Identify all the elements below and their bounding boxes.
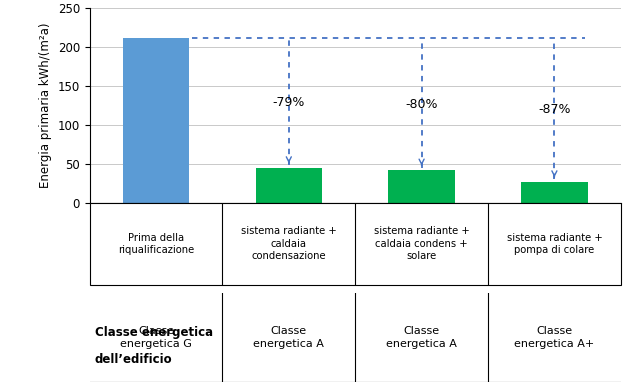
Text: -79%: -79% — [273, 96, 305, 110]
Text: sistema radiante +
pompa di colare: sistema radiante + pompa di colare — [506, 232, 602, 255]
Text: -80%: -80% — [405, 98, 438, 111]
Bar — [521, 182, 588, 203]
Bar — [388, 170, 455, 203]
Text: Classe
energetica A: Classe energetica A — [386, 326, 457, 349]
Text: Classe energetica: Classe energetica — [95, 326, 213, 339]
Text: sistema radiante +
caldaia condens +
solare: sistema radiante + caldaia condens + sol… — [374, 226, 470, 261]
Text: Classe
energetica A+: Classe energetica A+ — [515, 326, 595, 349]
Bar — [255, 168, 322, 203]
Text: sistema radiante +
caldaia
condensazione: sistema radiante + caldaia condensazione — [241, 226, 337, 261]
Y-axis label: Energia primaria kWh/(m²a): Energia primaria kWh/(m²a) — [39, 23, 52, 188]
Text: Prima della
riqualificazione: Prima della riqualificazione — [118, 232, 194, 255]
Text: Classe
energetica A: Classe energetica A — [253, 326, 324, 349]
Text: Classe
energetica G: Classe energetica G — [120, 326, 192, 349]
Text: -87%: -87% — [538, 103, 571, 117]
Bar — [123, 38, 189, 203]
Text: dell’edificio: dell’edificio — [95, 353, 173, 366]
